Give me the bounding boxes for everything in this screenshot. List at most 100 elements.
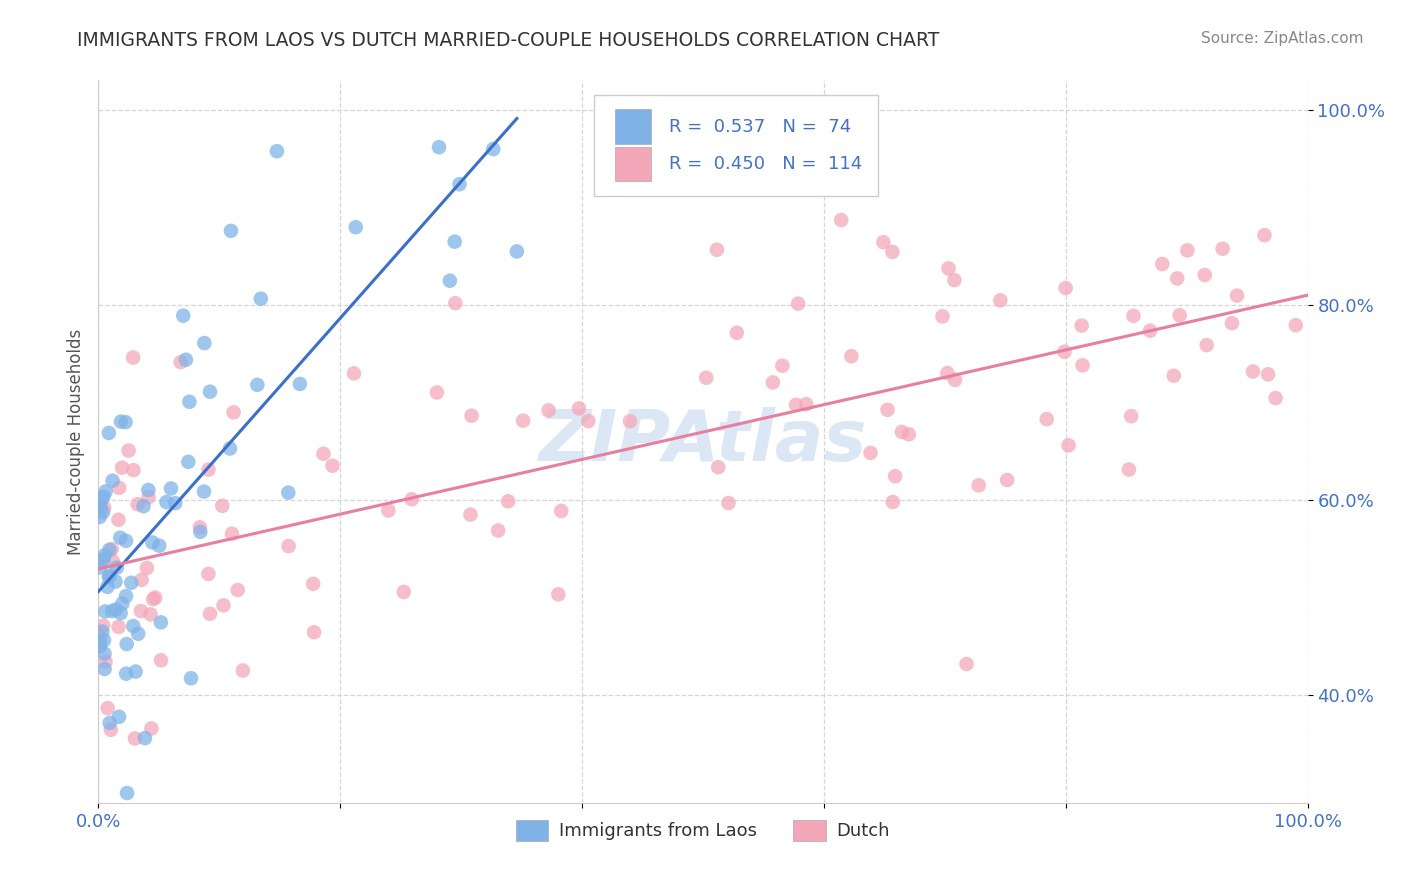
Point — [443, 235, 465, 249]
Point — [277, 539, 299, 553]
Point — [1118, 462, 1140, 476]
Point — [547, 587, 569, 601]
Point — [302, 577, 325, 591]
Point — [1071, 359, 1094, 373]
Point — [93, 490, 115, 504]
Point — [943, 373, 966, 387]
Point — [93, 647, 115, 661]
Point — [343, 367, 366, 381]
Point — [89, 510, 111, 524]
Point — [995, 473, 1018, 487]
Point — [482, 142, 505, 156]
Point — [89, 635, 111, 649]
Point — [91, 505, 114, 519]
Point — [460, 508, 482, 522]
Point — [512, 414, 534, 428]
Point — [120, 575, 142, 590]
Point — [169, 355, 191, 369]
Point — [135, 561, 157, 575]
Point — [439, 274, 461, 288]
Point — [148, 539, 170, 553]
Point — [115, 589, 138, 603]
Point — [129, 604, 152, 618]
Point — [138, 483, 160, 497]
Point — [449, 178, 471, 192]
Point — [93, 500, 115, 515]
Point — [193, 484, 215, 499]
Point — [717, 496, 740, 510]
Text: Source: ZipAtlas.com: Source: ZipAtlas.com — [1201, 31, 1364, 46]
Point — [884, 469, 907, 483]
Point — [122, 351, 145, 365]
Point — [115, 786, 138, 800]
Point — [955, 657, 977, 671]
Point — [104, 602, 127, 616]
Point — [882, 495, 904, 509]
Point — [197, 462, 219, 476]
Point — [1220, 316, 1243, 330]
Point — [188, 524, 211, 539]
Point — [179, 394, 201, 409]
Point — [110, 606, 132, 620]
Point — [695, 371, 717, 385]
Point — [111, 460, 134, 475]
Point — [188, 520, 211, 534]
Text: R =  0.537   N =  74: R = 0.537 N = 74 — [669, 118, 852, 136]
Point — [460, 409, 482, 423]
Point — [1264, 391, 1286, 405]
Point — [725, 326, 748, 340]
Point — [226, 583, 249, 598]
Point — [943, 273, 966, 287]
Point — [90, 492, 112, 507]
Point — [101, 604, 124, 618]
Point — [221, 526, 243, 541]
Point — [143, 591, 166, 605]
Point — [897, 427, 920, 442]
Point — [101, 542, 124, 557]
Point — [1194, 268, 1216, 282]
Point — [127, 497, 149, 511]
Point — [198, 607, 221, 621]
Point — [115, 637, 138, 651]
Y-axis label: Married-couple Households: Married-couple Households — [66, 328, 84, 555]
Point — [1057, 438, 1080, 452]
Point — [377, 503, 399, 517]
Point — [104, 574, 127, 589]
Point — [496, 494, 519, 508]
Point — [1152, 257, 1174, 271]
Point — [232, 664, 254, 678]
Point — [882, 244, 904, 259]
Point — [1121, 409, 1143, 424]
Point — [93, 552, 115, 566]
FancyBboxPatch shape — [614, 147, 651, 181]
Point — [93, 549, 115, 563]
Point — [1122, 309, 1144, 323]
Point — [98, 715, 121, 730]
Point — [1070, 318, 1092, 333]
Point — [266, 144, 288, 158]
Point — [1195, 338, 1218, 352]
Point — [197, 566, 219, 581]
Point — [426, 385, 449, 400]
Point — [401, 492, 423, 507]
Point — [110, 531, 132, 545]
Point — [141, 722, 163, 736]
Point — [794, 397, 817, 411]
Point — [89, 560, 111, 574]
Point — [212, 599, 235, 613]
Point — [114, 415, 136, 429]
Point — [124, 731, 146, 746]
Point — [1257, 368, 1279, 382]
Point — [830, 213, 852, 227]
Point — [288, 376, 311, 391]
Point — [486, 524, 509, 538]
Point — [96, 580, 118, 594]
Point — [97, 570, 120, 584]
Point — [1285, 318, 1308, 333]
Point — [165, 496, 187, 510]
Point — [89, 499, 111, 513]
Point — [246, 377, 269, 392]
Point — [967, 478, 990, 492]
Point — [936, 366, 959, 380]
Point — [1177, 244, 1199, 258]
